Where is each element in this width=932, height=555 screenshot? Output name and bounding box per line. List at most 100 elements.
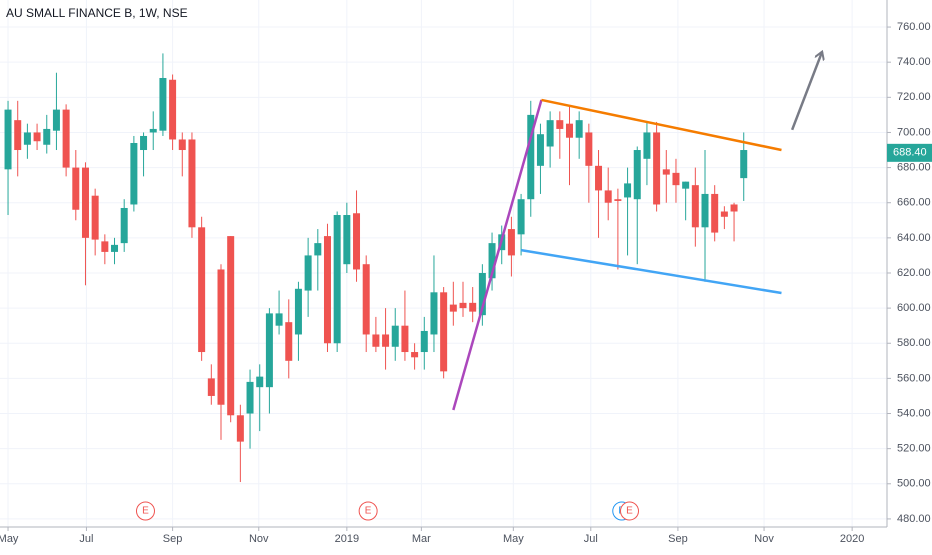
candle-body	[149, 128, 157, 133]
y-tick-label: 580.00	[897, 337, 931, 349]
candle-body	[411, 352, 419, 358]
candle-body	[275, 313, 283, 326]
candle-body	[633, 150, 641, 200]
candle-body	[169, 79, 177, 140]
candle-body	[14, 120, 22, 151]
candle-body	[643, 132, 651, 159]
candle-body	[517, 199, 525, 235]
candle-body	[246, 381, 254, 414]
event-label: E	[365, 506, 372, 517]
trend-line	[790, 52, 822, 131]
x-tick-label: 2019	[335, 533, 359, 545]
candle-body	[72, 167, 80, 210]
candle-body	[536, 134, 544, 166]
candle-body	[556, 120, 564, 129]
candle-body	[343, 215, 351, 265]
candle-body	[575, 120, 583, 138]
candle-body	[43, 128, 51, 145]
x-tick-label: Sep	[163, 533, 183, 545]
candle-body	[304, 255, 312, 291]
candle-body	[130, 142, 138, 205]
candle-body	[653, 132, 661, 205]
candle-body	[285, 322, 293, 361]
candle-body	[111, 244, 119, 252]
candle-body	[604, 190, 612, 203]
candle-body	[372, 334, 380, 347]
candle-body	[701, 193, 709, 228]
y-tick-label: 500.00	[897, 478, 931, 490]
y-tick-label: 600.00	[897, 302, 931, 314]
y-tick-label: 620.00	[897, 267, 931, 279]
y-tick-label: 640.00	[897, 232, 931, 244]
candle-body	[507, 229, 515, 256]
last-price-label: 688.40	[893, 147, 927, 159]
candle-body	[595, 165, 603, 191]
x-tick-label: Sep	[668, 533, 688, 545]
candle-body	[314, 243, 322, 256]
chart-title: AU SMALL FINANCE B, 1W, NSE	[6, 6, 188, 20]
candle-body	[52, 109, 60, 131]
candle-body	[711, 193, 719, 233]
x-tick-label: Nov	[754, 533, 774, 545]
y-tick-label: 540.00	[897, 407, 931, 419]
candle-body	[430, 292, 438, 335]
candle-body	[662, 169, 670, 175]
event-label: E	[626, 506, 633, 517]
event-marker	[358, 501, 378, 521]
y-tick-label: 480.00	[897, 513, 931, 525]
candle-body	[23, 132, 31, 145]
candle-body	[207, 378, 215, 396]
x-tick-label: May	[0, 533, 19, 545]
candle-body	[440, 292, 448, 372]
candle-body	[294, 288, 302, 335]
candle-body	[101, 241, 109, 252]
trend-line	[520, 248, 782, 295]
candle-body	[362, 264, 370, 335]
candle-body	[691, 185, 699, 228]
y-tick-label: 720.00	[897, 91, 931, 103]
candle-body	[585, 132, 593, 166]
candle-body	[401, 325, 409, 353]
candle-body	[624, 183, 632, 198]
candle-body	[382, 334, 390, 347]
candle-body	[188, 139, 196, 228]
candle-body	[62, 109, 70, 168]
candle-body	[4, 109, 12, 170]
candle-body	[256, 376, 264, 388]
candle-body	[527, 114, 535, 200]
last-price-box	[887, 143, 932, 162]
candle-body	[120, 207, 128, 244]
candle-body	[265, 313, 273, 388]
candle-body	[33, 132, 41, 142]
y-tick-label: 700.00	[897, 126, 931, 138]
candle-body	[469, 302, 477, 312]
candle-body	[565, 123, 573, 138]
candle-body	[420, 330, 428, 353]
y-tick-label: 560.00	[897, 372, 931, 384]
candle-body	[672, 172, 680, 186]
candle-body	[217, 269, 225, 405]
candle-body	[391, 325, 399, 347]
candle-body	[91, 195, 99, 240]
x-tick-label: Jul	[79, 533, 93, 545]
candle-body	[227, 236, 235, 416]
y-tick-label: 520.00	[897, 443, 931, 455]
x-tick-label: 2020	[840, 533, 864, 545]
y-tick-label: 760.00	[897, 21, 931, 33]
candle-body	[720, 211, 728, 217]
candle-body	[353, 213, 361, 270]
candle-body	[488, 243, 496, 279]
candle-body	[159, 77, 167, 131]
candle-body	[730, 204, 738, 212]
event-label: E	[142, 506, 149, 517]
x-tick-label: Mar	[412, 533, 431, 545]
x-tick-label: May	[503, 533, 524, 545]
event-marker	[135, 501, 155, 521]
y-tick-label: 680.00	[897, 161, 931, 173]
candle-body	[682, 181, 690, 189]
candle-body	[323, 236, 331, 344]
candle-body	[198, 227, 206, 353]
y-tick-label: 660.00	[897, 197, 931, 209]
trend-line	[452, 99, 543, 411]
event-marker	[620, 501, 640, 521]
